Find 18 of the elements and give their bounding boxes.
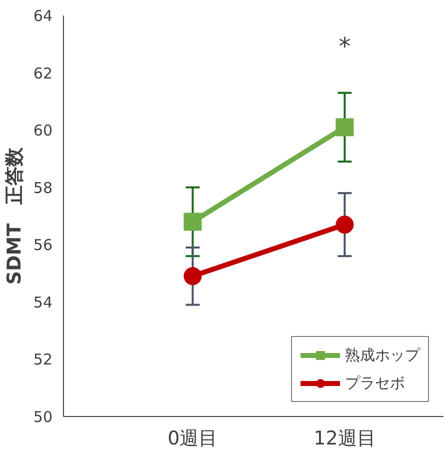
y-tick-label: 54 [33, 293, 53, 312]
point [336, 118, 354, 136]
point [336, 216, 354, 234]
annotation: * [338, 32, 351, 60]
y-axis-title: SDMT 正答数 [3, 146, 26, 285]
y-tick-label: 62 [33, 64, 53, 82]
y-tick-label: 58 [33, 178, 53, 197]
y-tick-label: 50 [33, 408, 53, 426]
x-tick-label: 12週目 [314, 428, 376, 450]
legend-label: 熟成ホップ [345, 346, 420, 364]
x-tick-label: 0週目 [168, 428, 218, 450]
point [184, 267, 202, 286]
legend-label: プラセボ [345, 374, 405, 392]
point [184, 212, 202, 231]
y-tick-label: 60 [33, 122, 53, 140]
y-tick-label: 56 [33, 236, 53, 254]
y-tick-label: 64 [33, 7, 53, 25]
y-tick-label: 52 [33, 350, 53, 369]
